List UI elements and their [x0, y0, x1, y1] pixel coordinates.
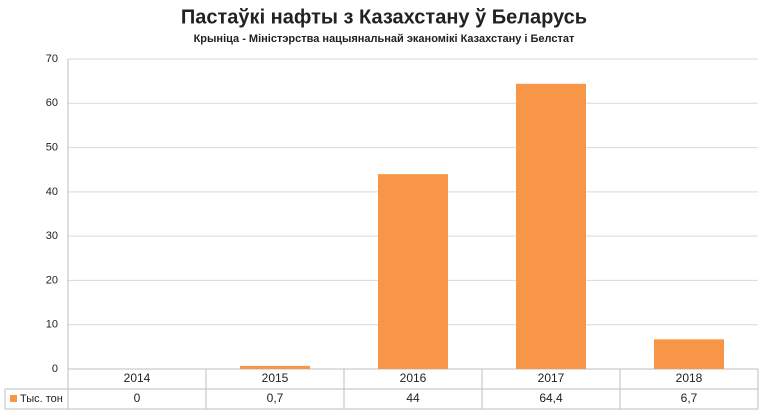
legend-label: Тыс. тон: [20, 393, 63, 405]
chart-subtitle: Крыніца - Міністэрства нацыянальнай экан…: [194, 33, 575, 45]
bar: [654, 339, 724, 369]
chart-title: Пастаўкі нафты з Казахстану ў Беларусь: [181, 6, 587, 28]
bar: [240, 365, 310, 369]
y-tick-label: 0: [52, 363, 58, 375]
x-tick-label: 2016: [400, 371, 427, 385]
y-tick-label: 20: [46, 274, 58, 286]
x-tick-label: 2014: [124, 371, 151, 385]
y-tick-label: 40: [46, 186, 58, 198]
x-tick-label: 2018: [676, 371, 703, 385]
bar: [516, 83, 586, 370]
table-value: 0: [134, 391, 141, 405]
x-tick-label: 2015: [262, 371, 289, 385]
y-tick-label: 60: [46, 97, 58, 109]
y-tick-label: 30: [46, 230, 58, 242]
y-tick-label: 70: [46, 53, 58, 65]
bar: [378, 174, 448, 369]
y-tick-label: 50: [46, 141, 58, 153]
table-value: 44: [406, 391, 420, 405]
x-tick-label: 2017: [538, 371, 565, 385]
table-value: 6,7: [681, 391, 698, 405]
table-value: 0,7: [267, 391, 284, 405]
table-value: 64,4: [539, 391, 563, 405]
legend-swatch: [10, 395, 17, 402]
y-tick-label: 10: [46, 319, 58, 331]
